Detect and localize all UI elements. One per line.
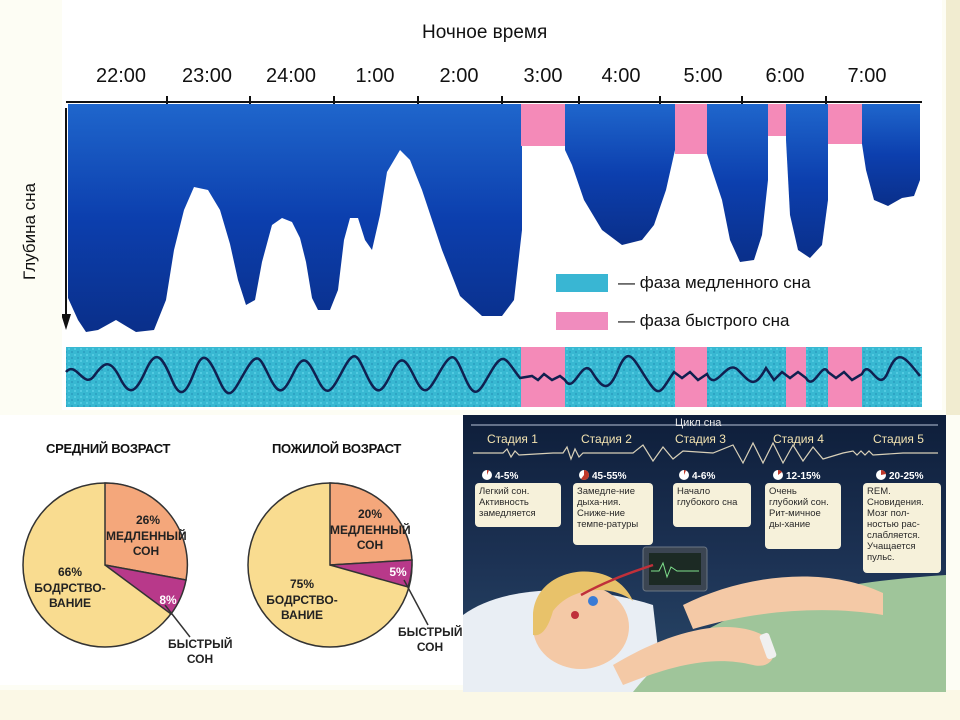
stage-1-name: Стадия 1 [487, 432, 538, 446]
sleeper-body [683, 576, 883, 629]
pie-middle-age-wake-pct: 66% [57, 565, 83, 579]
pie-middle-age-slow-slice [104, 482, 189, 581]
pie-elderly-wake-label: БОДРСТВО-ВАНИЕ [266, 593, 338, 622]
hypnogram-panel: Ночное время 22:00 23:00 24:00 1:00 2:00… [62, 0, 942, 410]
legend-swatch-rem [556, 312, 608, 330]
stage-2-card: Замедле-ние дыха-ния. Сниже-ние темпе-ра… [573, 483, 653, 545]
pie-middle-age-rem-slice [104, 564, 187, 616]
hour-label-6: 6:00 [765, 65, 805, 87]
hour-label-5: 5:00 [683, 65, 723, 87]
legend-label-slow: — фаза медленного сна [618, 273, 811, 292]
cycle-eeg-waveform [473, 441, 938, 465]
eeg-strip-background [66, 347, 922, 407]
wristband [759, 632, 777, 660]
slow-sleep-area-late-2 [707, 104, 768, 262]
depth-axis-label: Глубина сна [20, 182, 39, 280]
sleep-cycle-title: Цикл сна [675, 417, 722, 429]
pie-elderly-rem-pointer [403, 579, 429, 626]
stage-2-pct: 45-55% [592, 471, 627, 482]
stage-3-pct: 4-6% [692, 471, 716, 482]
slow-sleep-area-late-4 [862, 104, 920, 206]
hour-label-4: 4:00 [601, 65, 641, 87]
slow-sleep-area-late-3 [786, 104, 828, 258]
rem-block-5am [675, 104, 707, 154]
pie-elderly-title: ПОЖИЛОЙ ВОЗРАСТ [272, 441, 401, 456]
electrode-1 [588, 596, 598, 606]
pie-elderly-slow-slice [329, 482, 413, 566]
pie-charts-panel: СРЕДНИЙ ВОЗРАСТ ПОЖИЛОЙ ВОЗРАСТ 26% МЕДЛ… [0, 415, 470, 685]
stage-4-card: Очень глубокий сон. Рит-мичное ды-хание [765, 483, 841, 549]
stage-2-name: Стадия 2 [581, 432, 632, 446]
pie-middle-age-rem-pct: 8% [159, 593, 177, 607]
pie-middle-age-title: СРЕДНИЙ ВОЗРАСТ [46, 441, 171, 456]
sleep-cycle-panel: Цикл сна Стадия 1 Стадия 2 Стадия 3 Стад… [463, 415, 946, 692]
pie-elderly-slow-label: МЕДЛЕННЫЙ СОН [330, 523, 411, 552]
sleeper-arm [613, 626, 774, 685]
pie-middle-age-rem-pointer [164, 604, 191, 638]
legend-swatch-slow [556, 274, 608, 292]
stage-pie-icons [482, 469, 886, 480]
pie-middle-age-rem-label: БЫСТРЫЙ СОН [168, 637, 233, 666]
hypnogram-title: Ночное время [422, 22, 548, 43]
stage-5-pct: 20-25% [889, 471, 924, 482]
hour-label-2: 2:00 [439, 65, 479, 87]
hour-label-22: 22:00 [95, 65, 147, 87]
stage-1-card: Легкий сон. Активность замедляется [475, 483, 561, 527]
pie-elderly-wake-pct: 75% [289, 577, 315, 591]
slow-sleep-area-late-1 [565, 104, 675, 245]
pie-charts-graphic [22, 482, 429, 648]
pie-middle-age-slow-label: МЕДЛЕННЫЙ СОН [106, 529, 187, 558]
stage-3-card: Начало глубокого сна [673, 483, 751, 527]
pie-elderly-rem-label: БЫСТРЫЙ СОН [398, 625, 463, 654]
electrode-2 [571, 611, 579, 619]
rem-block-6am [768, 104, 786, 136]
stage-5-name: Стадия 5 [873, 432, 924, 446]
pie-elderly-slow-pct: 20% [357, 507, 383, 521]
hour-label-24: 24:00 [265, 65, 317, 87]
slow-sleep-area [68, 104, 522, 332]
depth-axis-arrowhead [62, 314, 71, 330]
hypnogram-graphic [62, 96, 922, 407]
pie-middle-age-wake-label: БОДРСТВО-ВАНИЕ [34, 581, 106, 610]
stage-1-pct: 4-5% [495, 471, 519, 482]
hour-label-23: 23:00 [181, 65, 233, 87]
eeg-rem-3 [786, 347, 806, 407]
legend-label-rem: — фаза быстрого сна [618, 311, 790, 330]
top-right-accent-bar [946, 0, 960, 415]
stage-3-name: Стадия 3 [675, 432, 726, 446]
hour-label-7: 7:00 [847, 65, 887, 87]
bottom-strip [0, 690, 960, 720]
pie-elderly-rem-pct: 5% [389, 565, 407, 579]
legend-rem-sleep: — фаза быстрого сна [556, 310, 789, 332]
stage-5-card: REM. Сновидения. Мозг пол-ностью рас-сла… [863, 483, 941, 573]
electrode-wires [580, 563, 654, 597]
eeg-monitor-trace [651, 561, 699, 579]
sleeper-hair [533, 571, 633, 636]
rem-block-3am [521, 104, 565, 146]
pie-middle-age-slow-pct: 26% [135, 513, 161, 527]
eeg-monitor-screen [649, 553, 701, 585]
eeg-waveform [65, 354, 921, 395]
stage-4-name: Стадия 4 [773, 432, 824, 446]
legend-slow-sleep: — фаза медленного сна [556, 272, 811, 294]
sleep-cycle-graphic [463, 424, 946, 692]
hour-label-1: 1:00 [355, 65, 395, 87]
rem-block-7am [828, 104, 862, 144]
stage-4-pct: 12-15% [786, 471, 821, 482]
hour-label-3: 3:00 [523, 65, 563, 87]
